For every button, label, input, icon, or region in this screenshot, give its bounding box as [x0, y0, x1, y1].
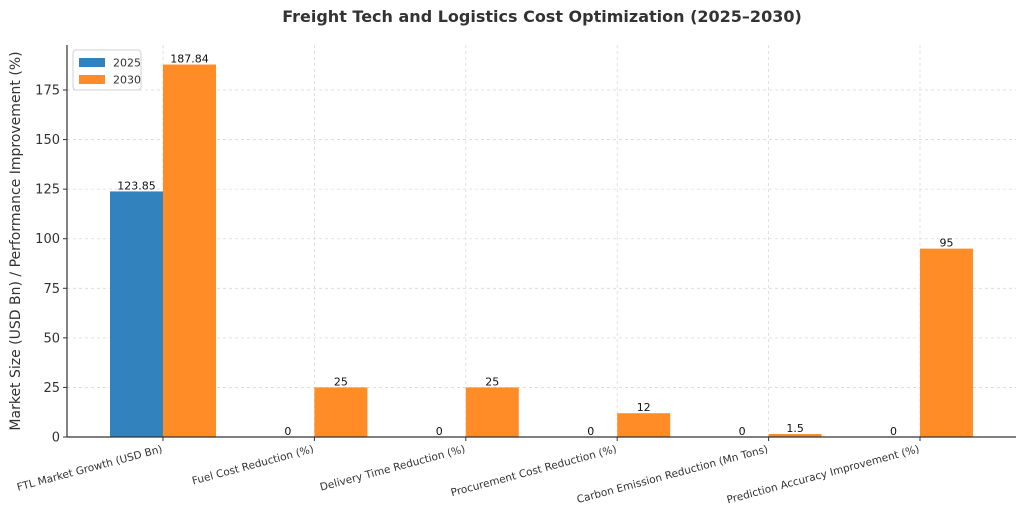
chart-title: Freight Tech and Logistics Cost Optimiza… — [282, 7, 802, 26]
data-label-2025: 0 — [284, 425, 291, 438]
data-label-2025: 0 — [587, 425, 594, 438]
legend: 2025 2030 — [72, 49, 142, 91]
y-tick-label: 50 — [43, 331, 60, 346]
bar-2030 — [920, 248, 974, 437]
bar-2030 — [768, 434, 822, 437]
y-ticks: 0 25 50 75 100 125 150 175 — [35, 84, 67, 446]
data-label-2030: 25 — [485, 375, 499, 388]
data-label-2030: 187.84 — [170, 53, 209, 66]
bar-2025 — [109, 191, 163, 437]
legend-label-2025: 2025 — [113, 57, 141, 70]
y-tick-label: 100 — [35, 232, 60, 247]
legend-swatch-2030 — [79, 75, 105, 84]
x-tick-label: FTL Market Growth (USD Bn) — [16, 443, 164, 493]
data-label-2030: 12 — [637, 401, 651, 414]
bars — [109, 64, 974, 438]
bar-2030 — [617, 413, 671, 437]
data-labels: 123.85 0 0 0 0 0 187.84 25 25 12 1.5 95 — [117, 53, 953, 438]
bar-2030 — [314, 387, 368, 437]
y-tick-label: 25 — [43, 381, 60, 396]
y-tick-label: 0 — [52, 431, 60, 446]
y-tick-label: 75 — [43, 282, 60, 297]
data-label-2025: 123.85 — [117, 179, 156, 192]
legend-label-2030: 2030 — [113, 74, 141, 87]
data-label-2030: 1.5 — [786, 422, 804, 435]
data-label-2030: 25 — [334, 375, 348, 388]
bar-2030 — [465, 387, 519, 437]
axes — [66, 45, 1016, 438]
x-ticks: FTL Market Growth (USD Bn) Fuel Cost Redu… — [16, 437, 921, 506]
y-axis-label: Market Size (USD Bn) / Performance Impro… — [8, 51, 24, 430]
x-tick-label: Fuel Cost Reduction (%) — [191, 443, 315, 487]
bar-2030 — [162, 64, 216, 438]
y-tick-label: 175 — [35, 84, 60, 99]
data-label-2025: 0 — [739, 425, 746, 438]
x-tick-label: Delivery Time Reduction (%) — [319, 443, 467, 493]
data-label-2025: 0 — [890, 425, 897, 438]
y-tick-label: 125 — [35, 183, 60, 198]
legend-swatch-2025 — [79, 58, 105, 67]
data-label-2030: 95 — [940, 237, 954, 250]
y-tick-label: 150 — [35, 133, 60, 148]
data-label-2025: 0 — [436, 425, 443, 438]
